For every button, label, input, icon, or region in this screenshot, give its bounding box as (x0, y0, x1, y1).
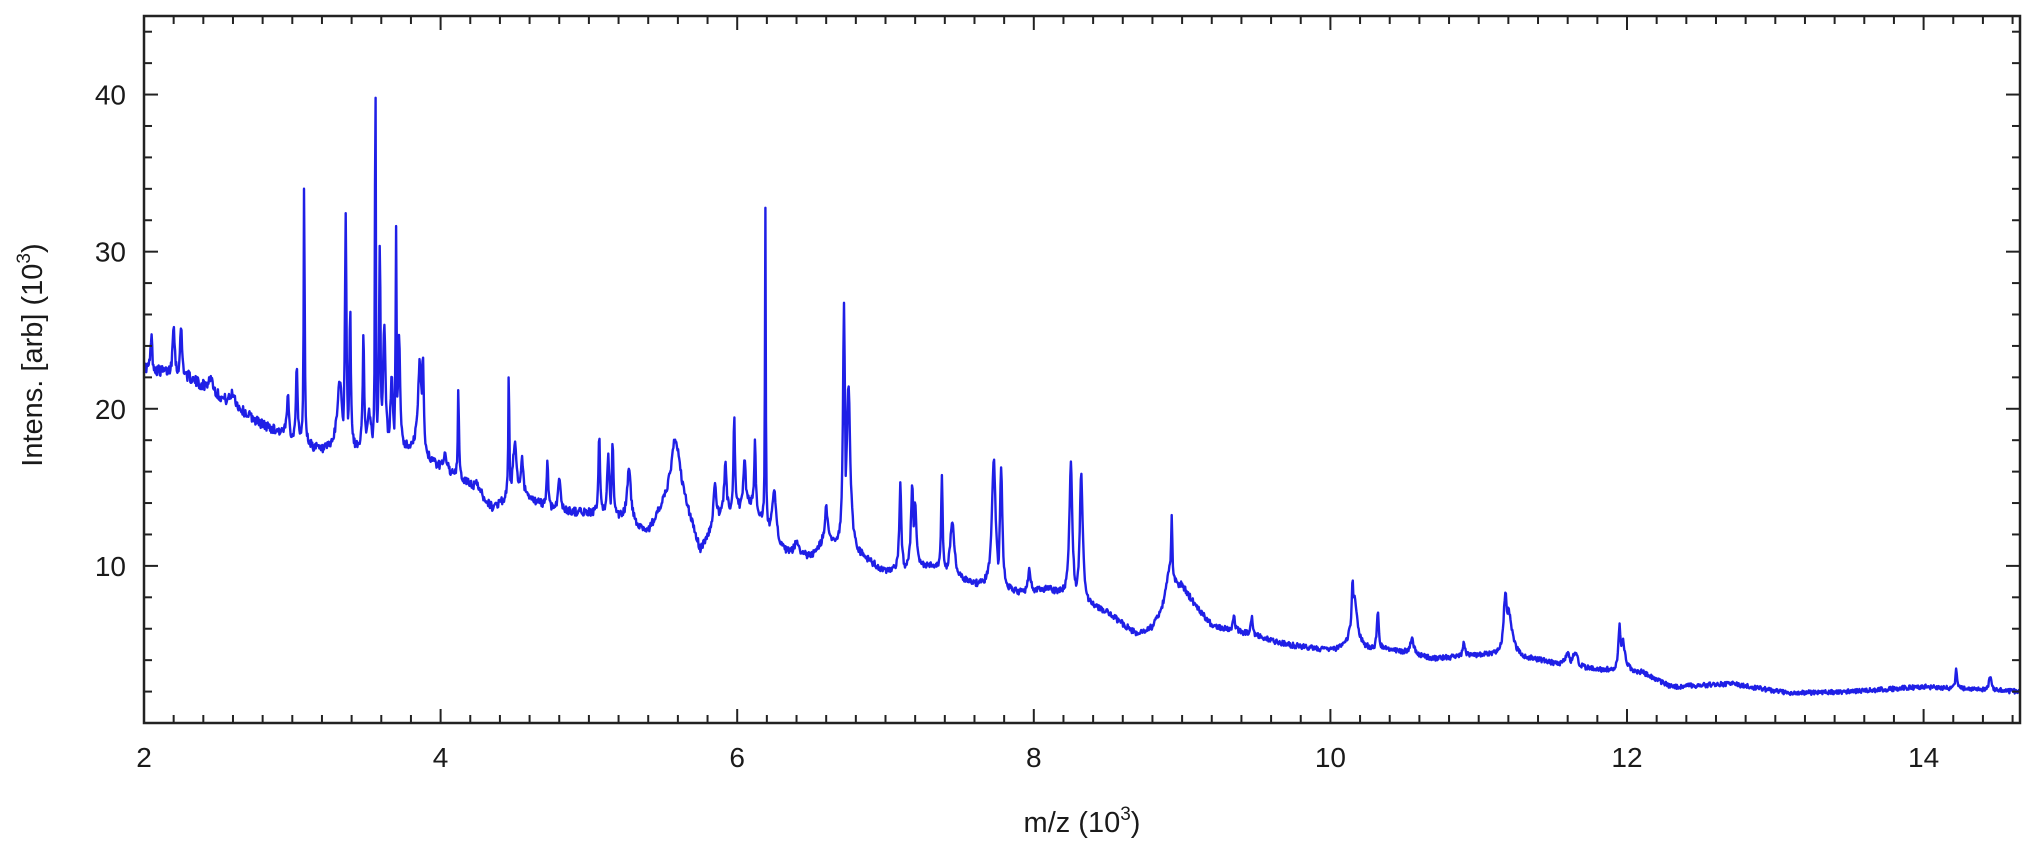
x-tick-label: 4 (433, 742, 449, 773)
x-tick-label: 6 (729, 742, 745, 773)
spectrum-line (142, 96, 2021, 697)
y-axis-title: Intens. [arb] (103) (14, 243, 49, 466)
y-tick-label: 30 (95, 237, 126, 268)
tick-labels: 2 4 6 8 10 12 14 10 20 30 40 (95, 80, 1939, 773)
x-axis-title: m/z (103) (1024, 804, 1141, 839)
y-tick-label: 40 (95, 80, 126, 111)
series-layer (142, 96, 2021, 697)
x-tick-label: 12 (1611, 742, 1642, 773)
x-tick-label: 2 (136, 742, 152, 773)
y-tick-label: 20 (95, 394, 126, 425)
x-tick-label: 10 (1315, 742, 1346, 773)
axis-ticks (143, 16, 2020, 724)
x-tick-label: 8 (1026, 742, 1042, 773)
plot-frame (142, 14, 2022, 725)
y-tick-label: 10 (95, 551, 126, 582)
x-tick-label: 14 (1908, 742, 1939, 773)
